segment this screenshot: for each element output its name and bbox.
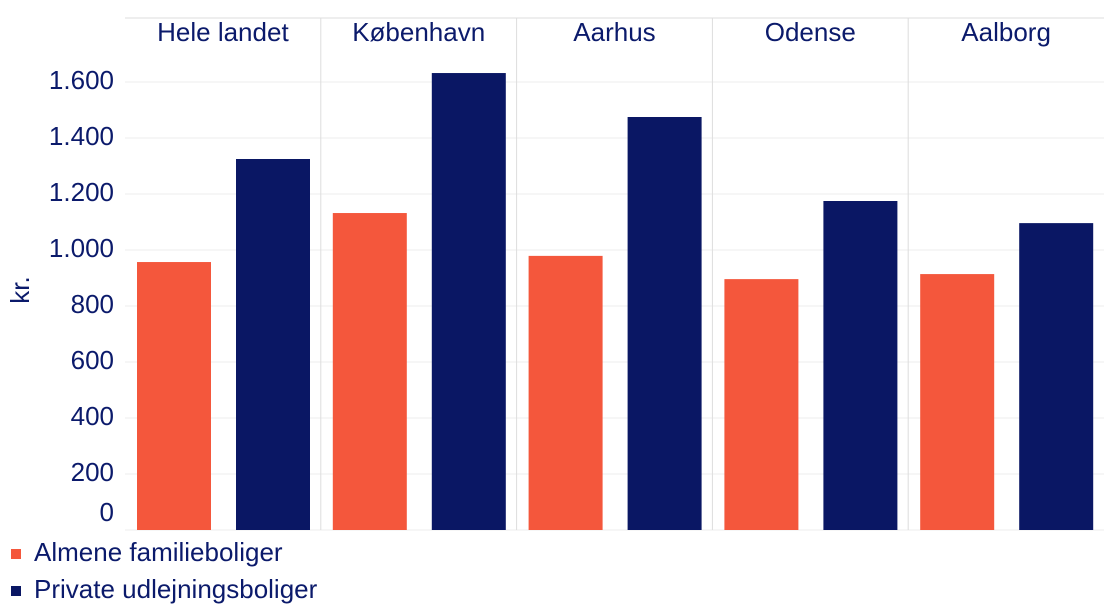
y-tick-label: 1.000 bbox=[49, 233, 114, 263]
y-tick-label: 1.600 bbox=[49, 65, 114, 95]
bar bbox=[137, 262, 211, 530]
legend-swatch bbox=[11, 549, 21, 559]
y-tick-label: 200 bbox=[71, 457, 114, 487]
y-tick-label: 800 bbox=[71, 289, 114, 319]
bar bbox=[236, 159, 310, 530]
legend-swatch bbox=[11, 586, 21, 596]
panel-header: København bbox=[352, 17, 485, 47]
bar bbox=[431, 73, 506, 530]
legend-label: Private udlejningsboliger bbox=[34, 574, 318, 604]
y-tick-label: 1.400 bbox=[49, 121, 114, 151]
bar bbox=[823, 201, 898, 530]
bar bbox=[528, 255, 603, 530]
panel-header: Odense bbox=[765, 17, 856, 47]
y-axis-label: kr. bbox=[5, 276, 35, 303]
bar bbox=[332, 213, 407, 531]
bar bbox=[920, 274, 995, 530]
legend-label: Almene familieboliger bbox=[34, 537, 283, 567]
bar bbox=[1019, 223, 1094, 530]
bar bbox=[724, 279, 799, 530]
panel-header: Hele landet bbox=[157, 17, 289, 47]
y-tick-label: 1.200 bbox=[49, 177, 114, 207]
y-tick-label: 0 bbox=[100, 497, 114, 527]
y-tick-label: 400 bbox=[71, 401, 114, 431]
y-tick-label: 600 bbox=[71, 345, 114, 375]
panel-header: Aarhus bbox=[573, 17, 655, 47]
bar bbox=[627, 117, 702, 530]
panel-header: Aalborg bbox=[961, 17, 1051, 47]
